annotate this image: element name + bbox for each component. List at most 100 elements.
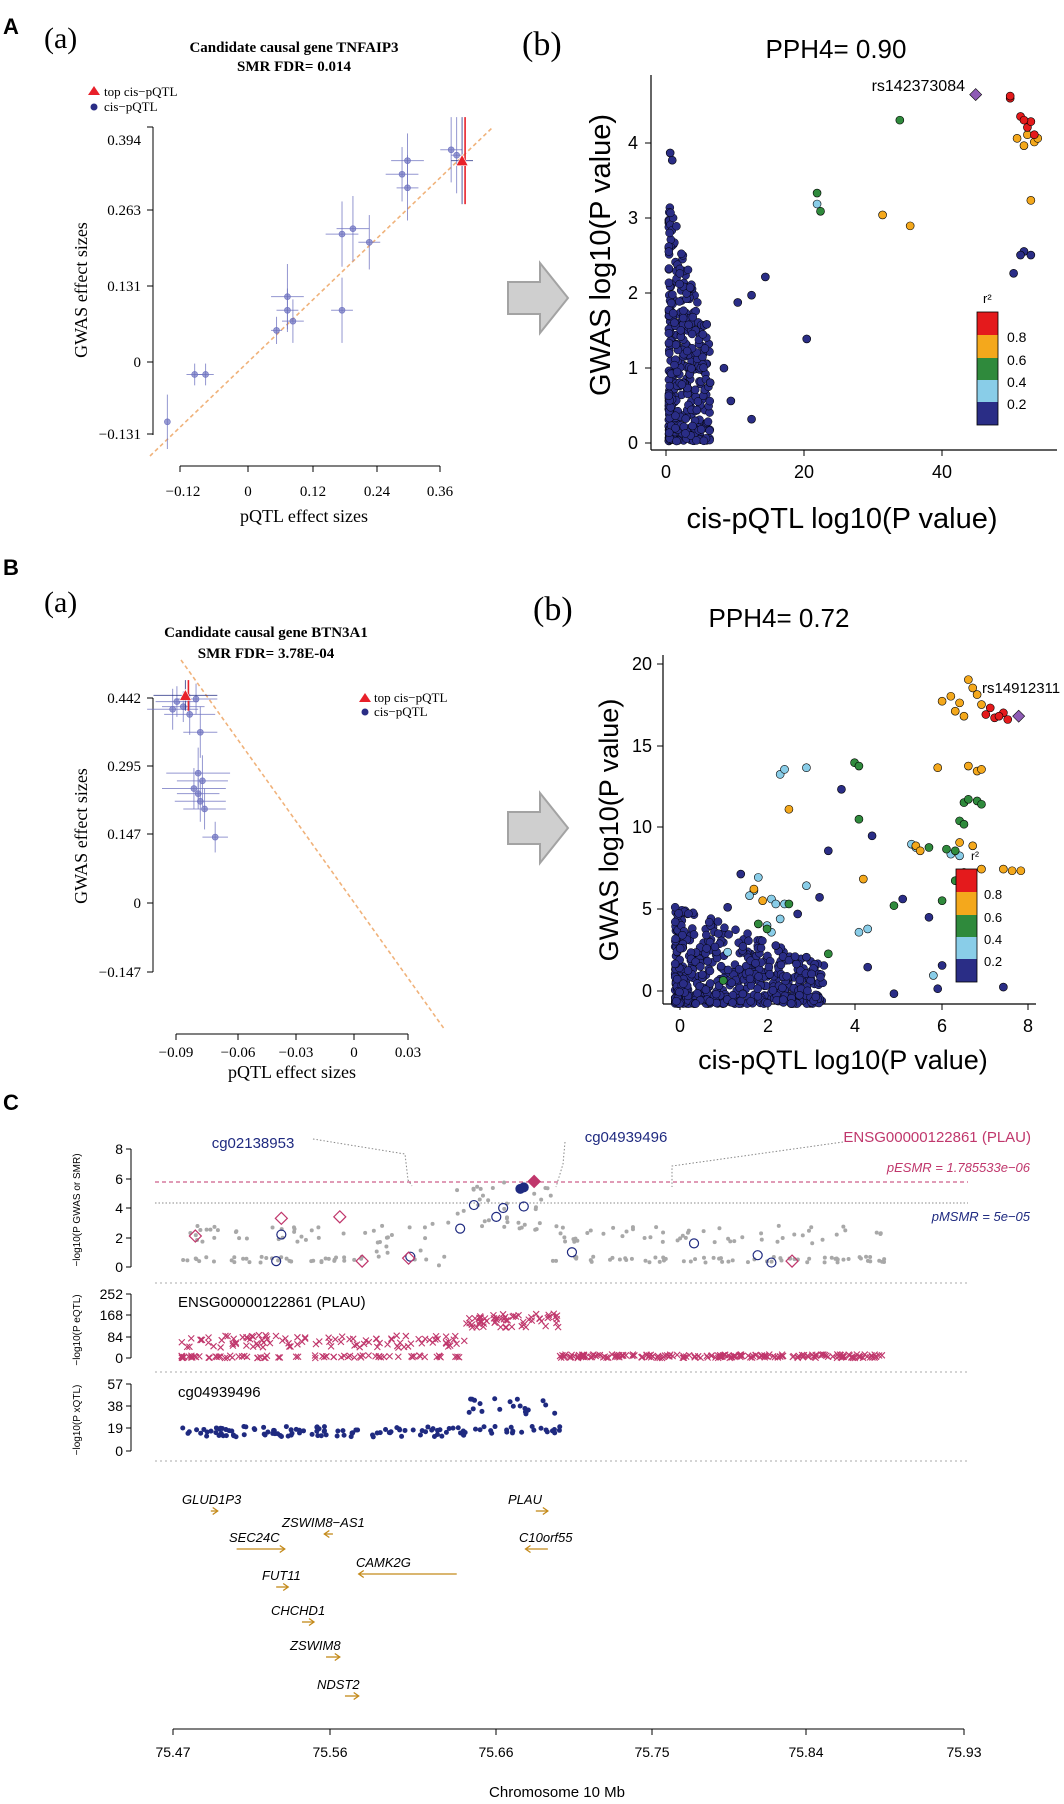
coloc-point-low-ld: [684, 909, 693, 918]
coloc-point-low-ld: [704, 917, 714, 927]
gwas-point: [232, 1255, 237, 1260]
coloc-point: [802, 952, 811, 962]
xqtl-point: [510, 1428, 516, 1434]
coloc-point-low-ld: [664, 247, 674, 256]
panel-b-sub-b: (b): [533, 591, 573, 628]
gwas-point: [841, 1257, 846, 1262]
eqtl-point: [384, 1340, 391, 1348]
smr-point: [338, 230, 346, 238]
coloc-point: [859, 874, 868, 884]
panel-a-smr-xtick: 0.24: [364, 484, 391, 500]
gwas-point: [480, 1193, 485, 1198]
coloc-point-low-ld: [734, 964, 744, 974]
gwas-point: [610, 1255, 615, 1260]
eqtl-point: [275, 1354, 282, 1361]
gwas-point: [486, 1218, 491, 1223]
xqtl-point: [341, 1432, 347, 1438]
eqtl-point: [215, 1353, 223, 1361]
gwas-point: [482, 1219, 487, 1224]
panel-a-smr-diagonal: [149, 127, 493, 457]
coloc-point-low-ld: [731, 925, 740, 934]
track3-ytick: 57: [107, 1376, 123, 1392]
coloc-point: [937, 896, 947, 905]
panel-a-legend-cis-label: cis−pQTL: [104, 99, 158, 114]
coloc-point: [955, 698, 964, 708]
eqtl-point: [186, 1343, 193, 1351]
eqtl-point: [311, 1352, 319, 1359]
xqtl-point: [529, 1423, 535, 1429]
coloc-point-low-ld: [693, 298, 702, 307]
coloc-point: [955, 838, 964, 847]
eqtl-point: [244, 1334, 252, 1342]
panel-a-smr-ytick: 0.131: [107, 279, 141, 295]
eqtl-point: [330, 1353, 338, 1361]
coloc-point: [950, 846, 960, 856]
coloc-point-low-ld: [727, 978, 736, 987]
coloc-point: [784, 804, 794, 814]
xqtl-point: [278, 1433, 284, 1439]
pesmr-label: pESMR = 1.785533e−06: [886, 1160, 1031, 1175]
gwas-point: [436, 1263, 441, 1268]
coloc-point: [1016, 250, 1025, 260]
xqtl-point: [301, 1428, 307, 1434]
eqtl-point: [716, 1351, 724, 1359]
coloc-point: [933, 984, 943, 994]
coloc-point: [863, 924, 872, 934]
coloc-point-low-ld: [758, 936, 767, 946]
coloc-point: [964, 675, 973, 684]
xqtl-point: [261, 1424, 267, 1430]
gwas-point: [809, 1225, 814, 1230]
coloc-point-low-ld: [670, 959, 680, 969]
smr-point: [349, 225, 357, 232]
panel-a-coloc-ytick: 3: [628, 208, 638, 228]
coloc-point-low-ld: [691, 999, 700, 1008]
gwas-point: [341, 1231, 346, 1236]
smr-point: [202, 371, 209, 378]
eqtl-point: [615, 1351, 623, 1359]
gene-label: CAMK2G: [356, 1555, 411, 1570]
eqtl-point: [817, 1351, 825, 1359]
eqtl-point: [463, 1320, 470, 1327]
panel-a-arrow-icon: [507, 260, 570, 336]
track3-ylabel: −log10(P xQTL): [72, 1385, 83, 1456]
gwas-point: [545, 1186, 550, 1191]
xqtl-point: [508, 1424, 514, 1430]
panel-b-coloc-ytick: 20: [632, 654, 652, 674]
xqtl-point: [425, 1424, 431, 1430]
gwas-point: [661, 1230, 666, 1235]
panel-b-coloc-xtick: 6: [937, 1016, 947, 1036]
esmr-marker: [188, 1229, 203, 1243]
eqtl-point: [249, 1343, 257, 1351]
coloc-point-low-ld: [678, 313, 688, 323]
gwas-point: [675, 1238, 680, 1243]
panel-b-coloc-points: [670, 675, 1026, 1008]
coloc-point: [812, 188, 822, 198]
esmr-marker: [401, 1251, 416, 1265]
panel-b: B (a) Candidate causal gene BTN3A1 SMR F…: [3, 555, 1060, 1082]
probe1-connector: [312, 1138, 413, 1187]
eqtl-point: [410, 1352, 418, 1360]
xqtl-point: [229, 1428, 235, 1434]
panel-b-coloc-title: PPH4= 0.72: [709, 603, 850, 633]
track1-points: [181, 1174, 887, 1268]
coloc-point-low-ld: [688, 312, 698, 322]
panel-a-sub-a: (a): [44, 22, 77, 55]
gene-label: C10orf55: [519, 1530, 573, 1545]
gwas-point: [643, 1258, 648, 1263]
gwas-point: [780, 1236, 785, 1241]
gene-arrow-icon: [212, 1506, 219, 1516]
xqtl-point: [349, 1431, 355, 1437]
xqtl-point: [507, 1399, 513, 1405]
gwas-point: [718, 1256, 723, 1261]
coloc-point-low-ld: [671, 340, 681, 349]
xqtl-point: [429, 1427, 435, 1433]
gwas-point: [654, 1225, 659, 1230]
panel-a-smr: (a) Candidate causal gene TNFAIP3 SMR FD…: [44, 22, 493, 526]
eqtl-point: [292, 1353, 300, 1361]
gwas-point: [505, 1215, 510, 1220]
eqtl-point: [794, 1354, 802, 1362]
xqtl-point: [194, 1427, 200, 1433]
coloc-point: [723, 902, 732, 912]
coloc-point: [718, 976, 728, 985]
panel-a-smr-ytick: 0.394: [107, 133, 141, 149]
